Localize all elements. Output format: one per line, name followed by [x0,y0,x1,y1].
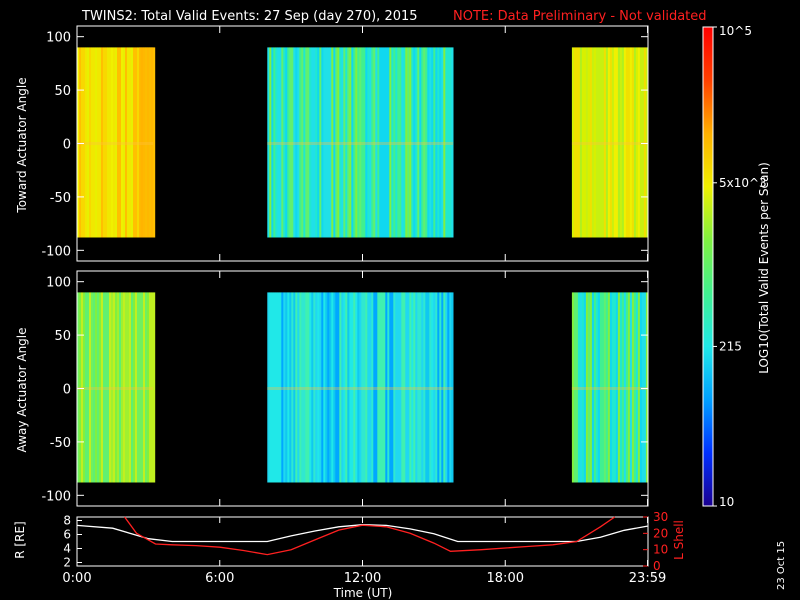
away-block [77,292,156,483]
x-tick-label: 12:00 [344,571,381,586]
x-tick-label: 23:59 [629,571,666,586]
toward-ytick-label: 0 [63,138,71,153]
colorbar: 10^5 5x10^3 215 10 [702,24,767,509]
toward-ytick-label: -50 [50,191,71,206]
x-tick-label: 6:00 [205,571,234,586]
chart-title: TWINS2: Total Valid Events: 27 Sep (day … [81,9,418,24]
x-tick-label: 0:00 [62,571,91,586]
orbit-right-ylabel: L Shell [672,520,686,560]
preliminary-note: NOTE: Data Preliminary - Not validated [453,9,707,24]
away-block [267,292,454,483]
away-block [571,292,649,483]
orbit-left-tick-label: 8 [63,514,71,528]
toward-block [571,47,649,238]
away-panel: 100 50 0 -50 -100 [41,270,649,507]
radius-line [76,524,648,543]
away-ylabel: Away Actuator Angle [15,327,29,452]
toward-panel: 100 50 0 -50 -100 [41,25,649,262]
orbit-right-tick-label: 10 [653,543,668,557]
toward-ytick-label: 100 [46,31,71,46]
colorbar-label: LOG10(Total Valid Events per Scan) [757,162,771,374]
colorbar-tick-label: 5x10^3 [719,176,767,190]
toward-ylabel: Toward Actuator Angle [15,77,29,213]
colorbar-tick-label: 10^5 [719,24,752,38]
toward-ytick-label: -100 [41,244,71,259]
x-tick-label: 18:00 [487,571,524,586]
orbit-left-tick-label: 4 [63,542,71,556]
away-ytick-label: 100 [46,276,71,291]
away-ytick-label: -100 [41,489,71,504]
orbit-right-tick-label: 0 [653,559,661,573]
toward-ytick-label: 50 [54,84,71,99]
orbit-right-tick-label: 30 [653,510,668,524]
orbit-left-tick-label: 2 [63,556,71,570]
colorbar-tick-label: 215 [719,339,742,353]
away-ytick-label: 0 [63,383,71,398]
away-ytick-label: 50 [54,329,71,344]
toward-block [267,47,454,238]
toward-block [77,47,156,238]
date-stamp: 23 Oct 15 [776,541,787,590]
colorbar-tick-label: 10 [719,495,734,509]
colorbar-scale [702,26,714,507]
orbit-right-tick-label: 20 [653,526,668,540]
x-axis-label: Time (UT) [333,586,393,600]
orbit-left-ylabel: R [RE] [13,521,27,558]
away-ytick-label: -50 [50,436,71,451]
lshell-line [124,516,616,556]
orbit-left-tick-label: 6 [63,528,71,542]
